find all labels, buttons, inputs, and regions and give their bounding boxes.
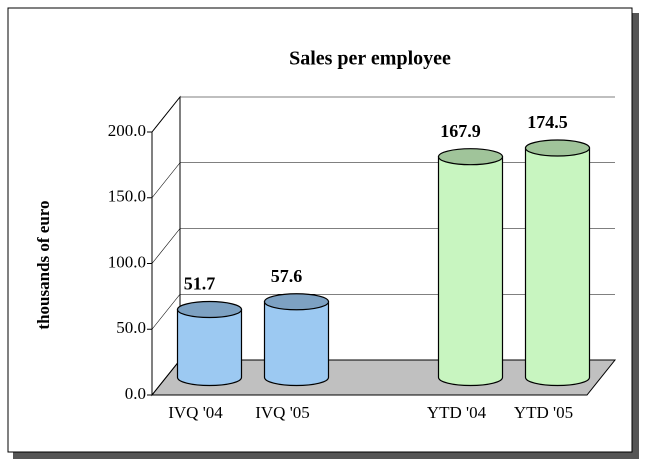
y-tick-label: 50.0 — [116, 318, 146, 337]
bar — [437, 156, 504, 387]
y-tick-label: 200.0 — [108, 121, 146, 140]
y-tick-label: 150.0 — [108, 187, 146, 206]
value-label: 167.9 — [440, 121, 481, 141]
bar — [263, 301, 330, 387]
bar — [176, 308, 243, 387]
y-tick-label: 0.0 — [125, 384, 146, 403]
x-tick-label: IVQ '05 — [255, 403, 310, 422]
bar-top — [524, 139, 591, 157]
bar — [524, 147, 591, 387]
value-label: 51.7 — [184, 274, 216, 294]
y-axis-label: thousands of euro — [34, 200, 53, 329]
x-tick-label: YTD '05 — [514, 403, 573, 422]
x-tick-label: IVQ '04 — [168, 403, 223, 422]
value-label: 57.6 — [271, 266, 303, 286]
bar-top — [263, 293, 330, 311]
bar-top — [176, 300, 243, 319]
y-tick-label: 100.0 — [108, 252, 146, 271]
bar-top — [437, 148, 504, 166]
grid-line — [151, 96, 615, 133]
chart-title: Sales per employee — [289, 48, 451, 70]
value-label: 174.5 — [527, 112, 568, 132]
x-tick-label: YTD '04 — [427, 403, 487, 422]
